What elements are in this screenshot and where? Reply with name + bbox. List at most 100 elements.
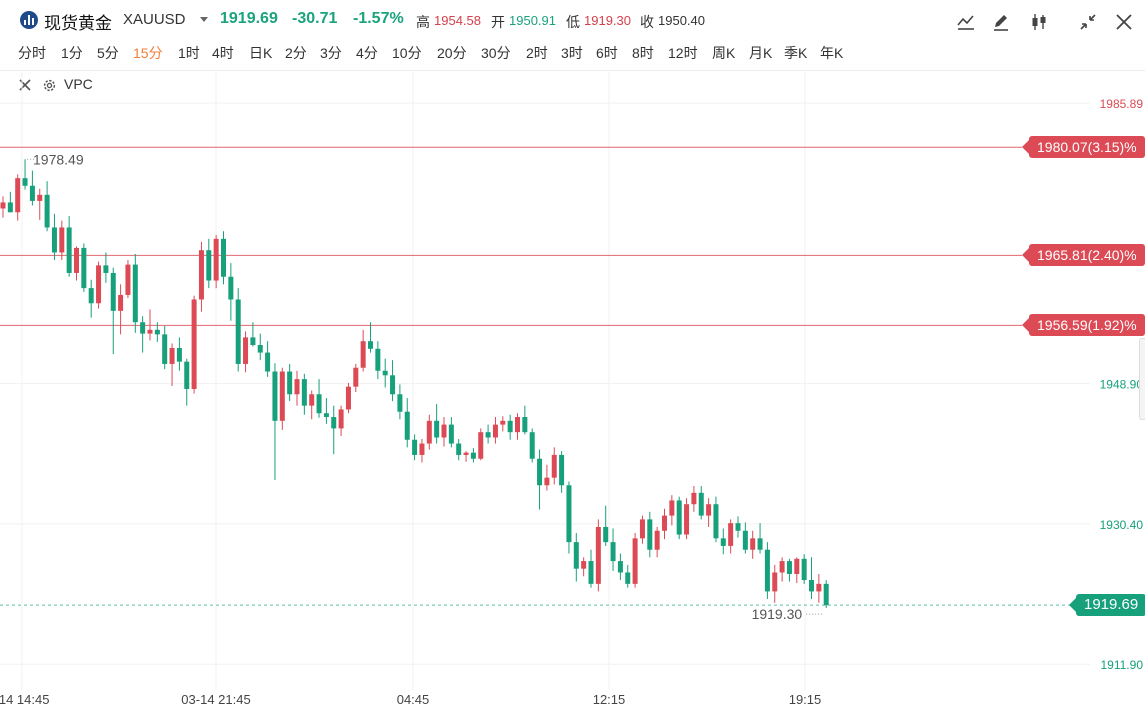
level-price-tag[interactable]: 1965.81(2.40)% [1022, 244, 1145, 267]
period-tab-1[interactable]: 1分 [61, 45, 83, 61]
candle-body [581, 561, 587, 569]
time-axis-label: 03-14 21:45 [181, 692, 250, 707]
candle-body [750, 538, 756, 550]
candle-body [706, 504, 712, 516]
period-tab-12[interactable]: 30分 [481, 45, 511, 61]
period-tab-14[interactable]: 3时 [561, 45, 583, 61]
candle-body [669, 500, 675, 516]
period-tab-5[interactable]: 4时 [212, 45, 234, 61]
candle-body [7, 202, 13, 213]
symbol-name[interactable]: 现货黄金 [44, 14, 112, 33]
symbol-code[interactable]: XAUUSD [123, 11, 186, 28]
collapse-icon[interactable] [1077, 11, 1099, 33]
candle-body [368, 341, 373, 349]
period-tab-3[interactable]: 15分 [133, 45, 163, 61]
scroll-handle[interactable] [1139, 338, 1145, 420]
period-tab-15[interactable]: 6时 [596, 45, 618, 61]
period-tab-13[interactable]: 2时 [526, 45, 548, 61]
candle-body [279, 371, 285, 421]
candle-type-icon[interactable] [1028, 11, 1050, 33]
candle-body [485, 432, 491, 438]
period-tab-17[interactable]: 12时 [668, 45, 698, 61]
candle-body [309, 394, 315, 406]
period-tab-10[interactable]: 10分 [392, 45, 422, 61]
candle-body [419, 443, 425, 455]
candle-body [794, 558, 800, 574]
draw-pencil-icon[interactable] [990, 11, 1012, 33]
chevron-down-icon[interactable] [200, 17, 208, 22]
candle-body [456, 443, 462, 455]
close-icon[interactable] [1113, 11, 1135, 33]
candle-body [169, 348, 175, 364]
time-axis-label: 19:15 [789, 692, 822, 707]
candle-body [265, 352, 271, 372]
high-value: 1954.58 [434, 13, 481, 28]
period-tab-6[interactable]: 日K [249, 45, 273, 61]
price-change: -30.71 [292, 10, 338, 27]
candle-body [88, 288, 94, 304]
candle-body [235, 299, 241, 364]
low-mark-label: 1919.30 [752, 606, 803, 622]
period-tab-8[interactable]: 3分 [320, 45, 342, 61]
candle-body [786, 561, 792, 574]
candle-body [162, 334, 168, 364]
level-price-tag[interactable]: 1980.07(3.15)% [1022, 136, 1145, 159]
candle-body [764, 549, 770, 592]
candle-body [470, 452, 476, 459]
candle-body [809, 580, 814, 592]
candle-body [559, 454, 565, 486]
candle-body [603, 526, 609, 543]
candle-body [478, 432, 484, 459]
price-axis-label: 1948.90 [1100, 378, 1144, 392]
candle-body [617, 561, 623, 573]
candle-body [184, 361, 190, 389]
candle-body [316, 394, 322, 414]
candle-body [345, 386, 351, 410]
level-price-tag[interactable]: 1956.59(1.92)% [1022, 314, 1145, 337]
indicator-label[interactable]: VPC [64, 76, 93, 92]
candle-body [595, 526, 601, 584]
candle-body [500, 420, 506, 425]
candle-body [647, 519, 653, 550]
candle-body [287, 371, 293, 395]
candle-body [81, 247, 87, 289]
candle-body [250, 337, 256, 345]
line-style-icon[interactable] [955, 11, 977, 33]
candle-body [96, 265, 102, 304]
candle-body [720, 538, 726, 546]
period-tab-20[interactable]: 季K [784, 45, 808, 61]
price-axis-label: 1930.40 [1100, 518, 1144, 532]
time-axis-label: -14 14:45 [0, 692, 49, 707]
period-tab-0[interactable]: 分时 [18, 45, 46, 61]
period-tab-4[interactable]: 1时 [178, 45, 200, 61]
gold-logo-icon [20, 11, 38, 29]
period-tab-7[interactable]: 2分 [285, 45, 307, 61]
period-tab-9[interactable]: 4分 [356, 45, 378, 61]
period-tab-11[interactable]: 20分 [437, 45, 467, 61]
candle-body [176, 348, 182, 362]
candle-body [191, 299, 197, 389]
candle-body [206, 250, 212, 281]
candle-body [103, 265, 109, 273]
period-tab-2[interactable]: 5分 [97, 45, 119, 61]
period-tab-16[interactable]: 8时 [632, 45, 654, 61]
period-tab-21[interactable]: 年K [820, 45, 844, 61]
candle-body [132, 264, 138, 323]
candle-body [338, 409, 344, 429]
candle-body [397, 394, 403, 412]
period-tab-18[interactable]: 周K [712, 45, 736, 61]
candle-body [551, 454, 557, 478]
candle-body [529, 432, 535, 459]
candle-body [801, 558, 807, 581]
candle-body [404, 411, 410, 440]
candle-body [632, 538, 638, 584]
time-axis-label: 04:45 [397, 692, 430, 707]
gear-icon[interactable] [42, 78, 57, 93]
candle-body [610, 542, 616, 562]
current-price-tag: 1919.69 [1068, 594, 1145, 617]
candle-body [59, 227, 65, 253]
period-tab-19[interactable]: 月K [749, 45, 773, 61]
candle-body [29, 185, 35, 201]
candle-body [713, 504, 719, 539]
